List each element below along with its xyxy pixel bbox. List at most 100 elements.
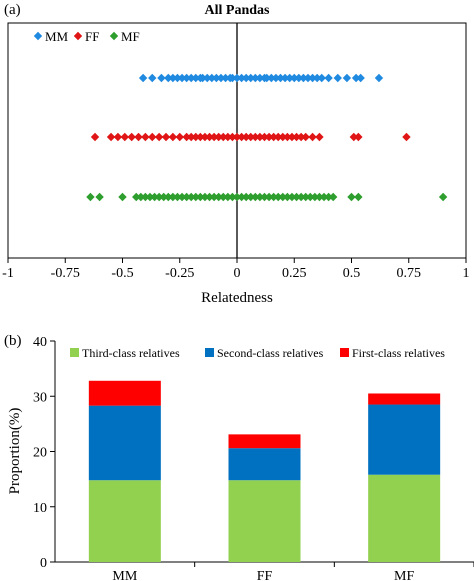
data-point <box>354 192 363 202</box>
data-point <box>283 132 292 142</box>
data-point <box>173 73 182 83</box>
legend-marker <box>33 31 43 41</box>
panel-b: (b) 0 10 20 30 40 MM FF MF Third-class relativ… <box>4 333 474 581</box>
data-point <box>438 192 448 202</box>
data-point <box>228 73 237 83</box>
legend-item-mm: MM <box>33 29 69 44</box>
data-point <box>271 73 281 83</box>
y-tick-label: 0 <box>40 556 47 571</box>
data-point <box>127 132 136 142</box>
data-point <box>214 132 223 142</box>
data-point <box>269 132 278 142</box>
data-point <box>351 73 361 83</box>
data-point <box>207 73 217 83</box>
panel-a-title: All Pandas <box>205 3 271 18</box>
data-point <box>141 192 150 202</box>
bar-stack-mf <box>368 393 441 562</box>
bar-segment <box>88 380 161 406</box>
data-point <box>113 132 123 142</box>
data-point <box>232 73 242 83</box>
data-point <box>214 192 223 202</box>
data-point <box>310 192 320 202</box>
legend-label: MF <box>121 29 140 44</box>
bar-segment <box>228 448 301 481</box>
data-point <box>134 132 143 142</box>
data-point <box>328 192 338 202</box>
data-point <box>241 192 251 202</box>
data-point <box>157 73 166 83</box>
data-point <box>246 132 255 142</box>
series-ff <box>90 132 411 142</box>
legend-label: Third-class relatives <box>82 346 180 360</box>
data-point <box>280 73 290 83</box>
legend-item: Second-class relatives <box>205 346 324 360</box>
x-tick-label: -0.25 <box>165 266 194 281</box>
data-point <box>205 192 214 202</box>
data-point <box>264 192 274 202</box>
data-point <box>132 192 141 202</box>
data-point <box>175 132 184 142</box>
data-point <box>260 132 269 142</box>
data-point <box>219 192 228 202</box>
data-point <box>191 73 200 83</box>
data-point <box>315 132 324 142</box>
data-point <box>168 192 178 202</box>
data-point <box>347 192 356 202</box>
data-point <box>237 132 246 142</box>
data-point <box>177 192 187 202</box>
data-point <box>203 73 212 83</box>
data-point <box>246 73 255 83</box>
data-point <box>173 192 182 202</box>
data-point <box>303 73 313 83</box>
data-point <box>200 132 210 142</box>
data-point <box>237 192 246 202</box>
bar-segment <box>88 480 161 562</box>
data-point <box>264 132 274 142</box>
data-point <box>324 192 333 202</box>
panel-b-y-label: Proportion(%) <box>7 408 23 495</box>
data-point <box>148 132 157 142</box>
panel-b-bars <box>88 380 441 562</box>
data-point <box>223 132 233 142</box>
data-point <box>168 132 178 142</box>
data-point <box>90 132 100 142</box>
data-point <box>219 132 228 142</box>
panel-a-x-label: Relatedness <box>201 290 273 306</box>
panel-a: (a) All Pandas -1 -0.75 -0.5 -0.25 0 0.25 0.5 0… <box>2 2 469 306</box>
bar-segment <box>368 393 441 405</box>
x-tick-label: 0.25 <box>282 266 307 281</box>
data-point <box>296 192 306 202</box>
data-point <box>187 192 196 202</box>
data-point <box>177 73 187 83</box>
data-point <box>159 192 168 202</box>
panel-a-x-axis: -1 -0.75 -0.5 -0.25 0 0.25 0.5 0.75 1 <box>2 258 470 281</box>
data-point <box>287 132 297 142</box>
data-point <box>145 192 155 202</box>
data-point <box>182 73 191 83</box>
legend-marker <box>109 31 119 41</box>
data-point <box>267 73 276 83</box>
bar-segment <box>368 474 441 562</box>
legend-swatch <box>340 348 349 357</box>
bar-segment <box>368 404 441 475</box>
data-point <box>196 132 205 142</box>
data-point <box>196 192 205 202</box>
y-tick-label: 10 <box>33 501 47 516</box>
data-point <box>148 73 157 83</box>
data-point <box>150 192 159 202</box>
data-point <box>209 192 219 202</box>
data-point <box>349 132 358 142</box>
data-point <box>290 73 299 83</box>
panel-b-legend: Third-class relatives Second-class relati… <box>70 346 445 360</box>
data-point <box>200 192 210 202</box>
data-point <box>187 73 196 83</box>
data-point <box>287 192 297 202</box>
data-point <box>154 132 164 142</box>
y-tick-label: 40 <box>33 335 47 350</box>
legend-label: FF <box>85 29 99 44</box>
data-point <box>168 73 178 83</box>
data-point <box>228 132 237 142</box>
legend-item-mf: MF <box>109 29 140 44</box>
data-point <box>315 192 324 202</box>
